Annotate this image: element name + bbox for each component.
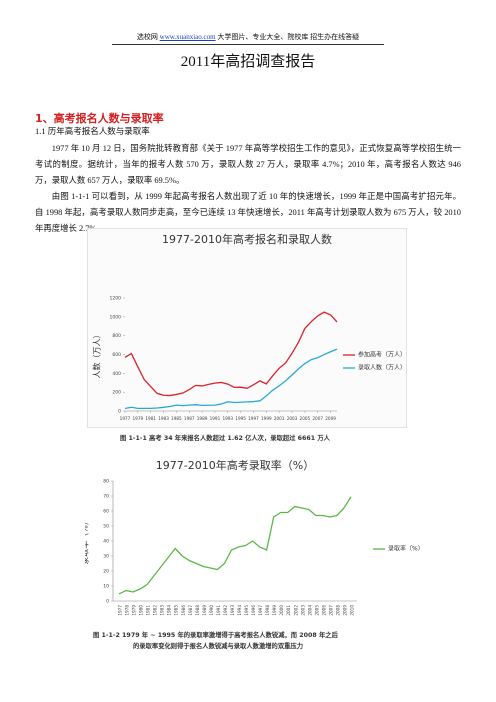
x-tick-label: 1977 (120, 416, 131, 421)
x-tick-label: 1985 (171, 416, 182, 421)
x-tick-label: 1999 (261, 416, 272, 421)
x-tick-label: 1995 (244, 605, 249, 616)
x-tick-label: 2009 (325, 416, 336, 421)
x-tick-label: 1989 (197, 416, 208, 421)
caption: 图 1-1-2 1979 年 ~ 1995 年的录取率激增得于高考报名人数锐减，… (93, 632, 338, 639)
y-tick-label: 0 (106, 599, 109, 605)
site-name: 选校网 (136, 33, 158, 41)
x-tick-label: 1979 (133, 416, 144, 421)
chart-title: 1977-2010年高考录取率（%） (156, 458, 314, 472)
x-tick-label: 1983 (158, 416, 169, 421)
x-tick-label: 1991 (216, 605, 221, 616)
chart: 1977-2010年高考录取率（%） 录取率（%） 0 10 20 30 40 50 60 70 8… (85, 458, 424, 616)
y-tick-label: 800 (112, 333, 121, 339)
y-tick-label: 10 (103, 584, 109, 590)
x-tick-label: 2003 (287, 416, 298, 421)
x-tick-label: 1989 (202, 605, 207, 616)
body: 1977 年 10 月 12 日，国务院批转教育部《关于 1977 年高等学校招… (35, 141, 461, 237)
y-tick-label: 1000 (110, 314, 122, 320)
y-tick-label: 60 (103, 509, 109, 515)
caption: 图 1-1-1 高考 34 年来报名人数超过 1.62 亿人次，录取超过 666… (120, 435, 330, 442)
caption: 的录取率变化则得于报名人数锐减与录取人数激增的双重压力 (133, 643, 304, 650)
x-tick-label: 2006 (321, 605, 326, 616)
x-tick-label: 1997 (248, 416, 259, 421)
chart-title: 1977-2010年高考报名和录取人数 (162, 232, 332, 246)
paragraph: 由图 1-1-1 可以看到，从 1999 年起高考报名人数出现了近 10 年的快… (35, 192, 461, 233)
x-tick-label: 1986 (181, 605, 186, 616)
x-tick-label: 1979 (132, 605, 137, 616)
tagline: 大学图片、专业大全、院校库 招生办在线答疑 (217, 33, 360, 41)
y-tick-label: 70 (103, 494, 109, 500)
x-tick-label: 1987 (184, 416, 195, 421)
x-tick-label: 1978 (125, 605, 130, 616)
y-tick-label: 1200 (110, 296, 122, 302)
x-tick-label: 1981 (146, 605, 151, 616)
heading: 1、高考报名人数与录取率 (35, 112, 164, 125)
x-tick-label: 1993 (230, 605, 235, 616)
subheading: 1.1 历年高考报名人数与录取率 (35, 126, 150, 136)
x-tick-label: 2009 (342, 605, 347, 616)
x-tick-label: 2007 (312, 416, 323, 421)
legend-label: 录取人数（万人） (358, 364, 406, 372)
x-tick-label: 1977 (118, 605, 123, 616)
x-tick-label: 2003 (300, 605, 305, 616)
x-tick-label: 1994 (237, 605, 242, 616)
x-tick-label: 2005 (314, 605, 319, 616)
x-tick-label: 1992 (223, 605, 228, 616)
title: 2011年高招调查报告 (180, 54, 316, 70)
x-tick-label: 1987 (188, 605, 193, 616)
legend-label: 录取率（%） (388, 545, 424, 553)
x-tick-label: 1996 (251, 605, 256, 616)
legend-label: 参加高考（万人） (358, 351, 406, 359)
site-link[interactable]: www.xuanxiao.com (159, 33, 216, 41)
y-axis-label: 人数（万人） (92, 331, 102, 379)
x-tick-label: 2000 (279, 605, 284, 616)
y-tick-label: 50 (103, 524, 109, 530)
y-tick-label: 400 (112, 371, 121, 377)
y-tick-label: 30 (103, 554, 109, 560)
x-tick-label: 2007 (328, 605, 333, 616)
x-tick-label: 1980 (139, 605, 144, 616)
x-tick-label: 1995 (235, 416, 246, 421)
x-tick-label: 1991 (210, 416, 221, 421)
x-tick-label: 1997 (258, 605, 263, 616)
chart-frame (87, 228, 407, 428)
x-tick-label: 2001 (286, 605, 291, 616)
x-tick-label: 1982 (153, 605, 158, 616)
y-tick-label: 20 (103, 569, 109, 575)
header: 选校网 www.xuanxiao.com 大学图片、专业大全、院校库 招生办在线… (0, 32, 496, 42)
x-tick-label: 2002 (293, 605, 298, 616)
x-tick-label: 1998 (265, 605, 270, 616)
data-line (124, 311, 338, 397)
y-tick-label: 600 (112, 352, 121, 358)
paragraph: 1977 年 10 月 12 日，国务院批转教育部《关于 1977 年高等学校招… (35, 144, 461, 185)
y-tick-label: 200 (112, 390, 121, 396)
header-rule (112, 44, 384, 45)
x-tick-label: 1993 (222, 416, 233, 421)
x-tick-label: 2008 (335, 605, 340, 616)
x-tick-label: 1981 (145, 416, 156, 421)
x-tick-label: 1988 (195, 605, 200, 616)
x-tick-label: 1999 (272, 605, 277, 616)
y-axis-label: 录取率（%） (85, 517, 90, 565)
data-line (124, 348, 338, 410)
x-tick-label: 2001 (274, 416, 285, 421)
x-tick-label: 2010 (350, 605, 355, 616)
y-tick-label: 40 (103, 539, 109, 545)
x-tick-label: 1983 (160, 605, 165, 616)
x-tick-label: 2005 (300, 416, 311, 421)
x-tick-label: 1985 (174, 605, 179, 616)
x-tick-label: 1990 (209, 605, 214, 616)
x-tick-label: 1984 (167, 605, 172, 616)
y-tick-label: 0 (118, 409, 121, 415)
x-tick-label: 2004 (307, 605, 312, 616)
y-tick-label: 80 (103, 479, 109, 485)
data-line (118, 496, 352, 595)
